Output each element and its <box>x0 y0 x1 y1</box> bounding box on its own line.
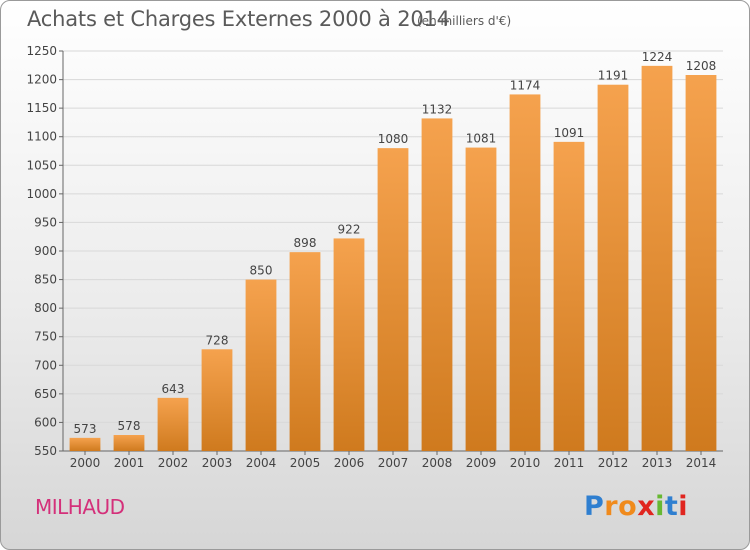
data-label: 1224 <box>642 50 673 64</box>
logo-letter: x <box>637 491 656 522</box>
data-label: 1208 <box>686 59 717 73</box>
y-tick-label: 850 <box>34 273 57 287</box>
x-tick-label: 2005 <box>290 456 321 470</box>
x-tick-label: 2013 <box>642 456 673 470</box>
y-tick-label: 600 <box>34 415 57 429</box>
city-name: MILHAUD <box>35 495 125 519</box>
data-label: 1191 <box>598 69 629 83</box>
logo-letter: o <box>618 491 638 522</box>
data-label: 1132 <box>422 102 453 116</box>
bar-2000 <box>69 437 101 451</box>
x-tick-label: 2001 <box>114 456 145 470</box>
data-label: 573 <box>74 422 97 436</box>
bar-2010 <box>509 94 541 451</box>
x-tick-label: 2003 <box>202 456 233 470</box>
x-tick-label: 2012 <box>598 456 629 470</box>
logo-letter: i <box>655 491 665 522</box>
data-label: 728 <box>206 333 229 347</box>
chart-subtitle: (en milliers d'€) <box>417 14 512 28</box>
bar-2004 <box>245 279 277 451</box>
bar-2008 <box>421 118 453 451</box>
proxiti-logo: Proxiti <box>584 491 688 522</box>
y-tick-label: 550 <box>34 444 57 458</box>
x-tick-label: 2004 <box>246 456 277 470</box>
x-tick-label: 2000 <box>70 456 101 470</box>
bar-2011 <box>553 141 585 451</box>
x-tick-label: 2002 <box>158 456 189 470</box>
y-tick-label: 1150 <box>26 101 57 115</box>
x-tick-label: 2009 <box>466 456 497 470</box>
bar-2006 <box>333 238 365 451</box>
chart-title: Achats et Charges Externes 2000 à 2014 <box>27 7 450 31</box>
logo-letter: r <box>604 491 619 522</box>
y-tick-label: 950 <box>34 215 57 229</box>
x-tick-label: 2008 <box>422 456 453 470</box>
logo-letter: P <box>584 491 605 522</box>
data-label: 898 <box>294 236 317 250</box>
data-label: 1174 <box>510 78 541 92</box>
data-label: 1091 <box>554 126 585 140</box>
x-tick-label: 2010 <box>510 456 541 470</box>
data-label: 1081 <box>466 132 497 146</box>
y-tick-label: 1100 <box>26 130 57 144</box>
y-tick-label: 1200 <box>26 73 57 87</box>
y-tick-label: 1000 <box>26 187 57 201</box>
y-tick-label: 1250 <box>26 44 57 58</box>
logo-letter: t <box>664 491 679 522</box>
data-label: 578 <box>118 419 141 433</box>
x-tick-label: 2011 <box>554 456 585 470</box>
data-label: 850 <box>250 264 273 278</box>
bar-2012 <box>597 84 629 451</box>
data-labels: 573 578 643 728 850 898 922 1080 1132 1081 1174 109… <box>74 50 717 436</box>
x-tick-label: 2007 <box>378 456 409 470</box>
bars <box>69 65 717 452</box>
bar-2009 <box>465 147 497 452</box>
bar-2005 <box>289 252 321 451</box>
data-label: 922 <box>338 222 361 236</box>
y-tick-labels: 550 600 650 700 750 800 850 900 950 1000 1050 1100 1… <box>26 44 57 458</box>
logo-letter: i <box>678 491 689 522</box>
y-tick-label: 1050 <box>26 158 57 172</box>
bar-2003 <box>201 349 233 451</box>
y-tick-label: 700 <box>34 358 57 372</box>
x-tick-labels: 2000 2001 2002 2003 2004 2005 2006 2007 2008 2009… <box>70 451 717 470</box>
y-tick-label: 650 <box>34 387 57 401</box>
bar-2014 <box>685 75 717 451</box>
bar-2002 <box>157 397 189 451</box>
bar-2001 <box>113 435 145 451</box>
x-tick-label: 2014 <box>686 456 717 470</box>
y-tick-label: 750 <box>34 330 57 344</box>
x-tick-label: 2006 <box>334 456 365 470</box>
y-tick-label: 800 <box>34 301 57 315</box>
data-label: 1080 <box>378 132 409 146</box>
data-label: 643 <box>162 382 185 396</box>
bar-2013 <box>641 65 673 451</box>
y-tick-label: 900 <box>34 244 57 258</box>
bar-2007 <box>377 148 409 451</box>
